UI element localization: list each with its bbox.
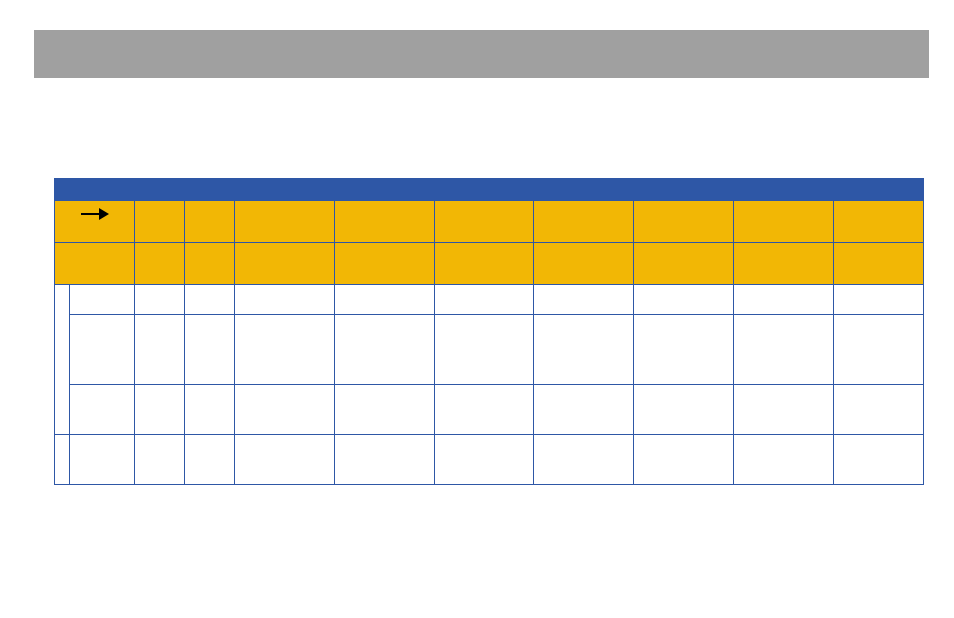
table-cell <box>334 385 434 435</box>
table-cell <box>69 315 134 385</box>
table-cell <box>434 285 534 315</box>
row-group-label <box>55 285 70 435</box>
table-row <box>55 285 924 315</box>
table-cell <box>184 435 234 485</box>
table-cell <box>184 285 234 315</box>
row-group-label <box>55 435 70 485</box>
table-cell <box>234 285 334 315</box>
table-cell <box>834 243 924 285</box>
table-cell <box>234 243 334 285</box>
table-cell <box>834 285 924 315</box>
table-cell <box>534 243 634 285</box>
table-cell <box>634 285 734 315</box>
table-cell <box>734 285 834 315</box>
table-row <box>55 385 924 435</box>
table-cell <box>734 385 834 435</box>
table-cell <box>634 315 734 385</box>
table-cell <box>134 435 184 485</box>
table-yellow-row-2 <box>55 243 924 285</box>
table-cell <box>734 315 834 385</box>
arrow-cell <box>55 201 135 243</box>
data-table <box>54 178 924 485</box>
table-cell <box>134 243 184 285</box>
table-header <box>55 179 924 201</box>
table-cell <box>534 315 634 385</box>
table-cell <box>734 243 834 285</box>
table-cell <box>134 315 184 385</box>
gray-banner <box>34 30 929 78</box>
table-cell <box>834 385 924 435</box>
table-cell <box>334 243 434 285</box>
table-cell <box>634 201 734 243</box>
table-cell <box>834 315 924 385</box>
table-cell <box>634 243 734 285</box>
table-cell <box>184 243 234 285</box>
table-cell <box>55 243 135 285</box>
table-yellow-row-1 <box>55 201 924 243</box>
table-row <box>55 315 924 385</box>
table-cell <box>184 315 234 385</box>
table-cell <box>334 285 434 315</box>
table-cell <box>69 285 134 315</box>
table-cell <box>234 385 334 435</box>
table-cell <box>334 201 434 243</box>
table-cell <box>734 435 834 485</box>
table-cell <box>834 435 924 485</box>
table-cell <box>434 243 534 285</box>
table-cell <box>134 385 184 435</box>
table-cell <box>234 315 334 385</box>
table-cell <box>434 435 534 485</box>
table-cell <box>234 435 334 485</box>
table-cell <box>334 315 434 385</box>
table-cell <box>434 315 534 385</box>
table-cell <box>834 201 924 243</box>
table-cell <box>434 201 534 243</box>
table-cell <box>134 201 184 243</box>
table-cell <box>534 201 634 243</box>
table-cell <box>534 435 634 485</box>
table-cell <box>634 435 734 485</box>
table-cell <box>534 385 634 435</box>
table-cell <box>634 385 734 435</box>
table-cell <box>734 201 834 243</box>
table-header-row <box>55 179 924 201</box>
table-cell <box>334 435 434 485</box>
table-cell <box>234 201 334 243</box>
table-cell <box>69 435 134 485</box>
arrow-right-icon <box>79 208 109 220</box>
table-cell <box>69 385 134 435</box>
table-cell <box>134 285 184 315</box>
table-cell <box>184 385 234 435</box>
table-cell <box>184 201 234 243</box>
table-cell <box>434 385 534 435</box>
table-row <box>55 435 924 485</box>
table-cell <box>534 285 634 315</box>
